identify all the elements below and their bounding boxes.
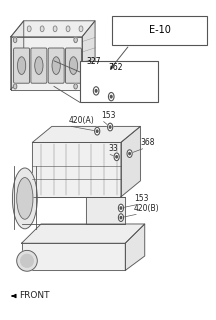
Text: FRONT: FRONT xyxy=(19,292,50,300)
FancyBboxPatch shape xyxy=(31,48,47,83)
Polygon shape xyxy=(125,224,145,270)
Circle shape xyxy=(53,26,57,32)
Polygon shape xyxy=(32,126,140,142)
Circle shape xyxy=(95,127,100,135)
Circle shape xyxy=(120,216,122,219)
FancyBboxPatch shape xyxy=(80,61,158,102)
Ellipse shape xyxy=(17,178,33,219)
Polygon shape xyxy=(22,224,145,243)
Circle shape xyxy=(127,150,132,157)
Circle shape xyxy=(129,152,130,155)
Text: 153: 153 xyxy=(102,111,116,120)
FancyBboxPatch shape xyxy=(65,48,81,83)
Circle shape xyxy=(116,156,118,158)
Ellipse shape xyxy=(35,57,43,74)
Ellipse shape xyxy=(17,250,37,271)
Circle shape xyxy=(13,37,17,43)
Text: 420(A): 420(A) xyxy=(69,116,95,125)
Polygon shape xyxy=(22,243,125,270)
Ellipse shape xyxy=(21,254,33,267)
Circle shape xyxy=(109,126,111,128)
Circle shape xyxy=(27,26,31,32)
Circle shape xyxy=(108,123,113,131)
Polygon shape xyxy=(11,21,24,90)
FancyBboxPatch shape xyxy=(14,48,30,83)
FancyBboxPatch shape xyxy=(48,48,64,83)
Text: 33: 33 xyxy=(108,144,118,153)
Circle shape xyxy=(118,214,124,221)
Polygon shape xyxy=(86,197,125,224)
FancyBboxPatch shape xyxy=(112,16,207,45)
Text: 420(B): 420(B) xyxy=(134,204,160,213)
Circle shape xyxy=(66,26,70,32)
Circle shape xyxy=(108,92,114,101)
Circle shape xyxy=(110,95,112,98)
Text: 153: 153 xyxy=(134,194,148,203)
Ellipse shape xyxy=(69,57,78,74)
Circle shape xyxy=(79,26,83,32)
Circle shape xyxy=(120,207,122,209)
Circle shape xyxy=(96,130,98,132)
Circle shape xyxy=(93,87,99,95)
Polygon shape xyxy=(32,142,121,197)
Polygon shape xyxy=(121,126,140,197)
Text: E-10: E-10 xyxy=(149,25,171,36)
Polygon shape xyxy=(11,37,82,90)
Text: 327: 327 xyxy=(86,57,101,66)
Circle shape xyxy=(40,26,44,32)
Polygon shape xyxy=(82,21,95,90)
Circle shape xyxy=(118,204,124,212)
Text: 762: 762 xyxy=(108,63,122,72)
Ellipse shape xyxy=(17,57,26,74)
Circle shape xyxy=(13,84,17,89)
Ellipse shape xyxy=(52,57,60,74)
Ellipse shape xyxy=(12,168,37,229)
Circle shape xyxy=(74,37,77,43)
Circle shape xyxy=(74,84,77,89)
Circle shape xyxy=(114,153,119,161)
Text: 368: 368 xyxy=(140,138,155,147)
Polygon shape xyxy=(11,21,95,37)
Circle shape xyxy=(95,90,97,92)
